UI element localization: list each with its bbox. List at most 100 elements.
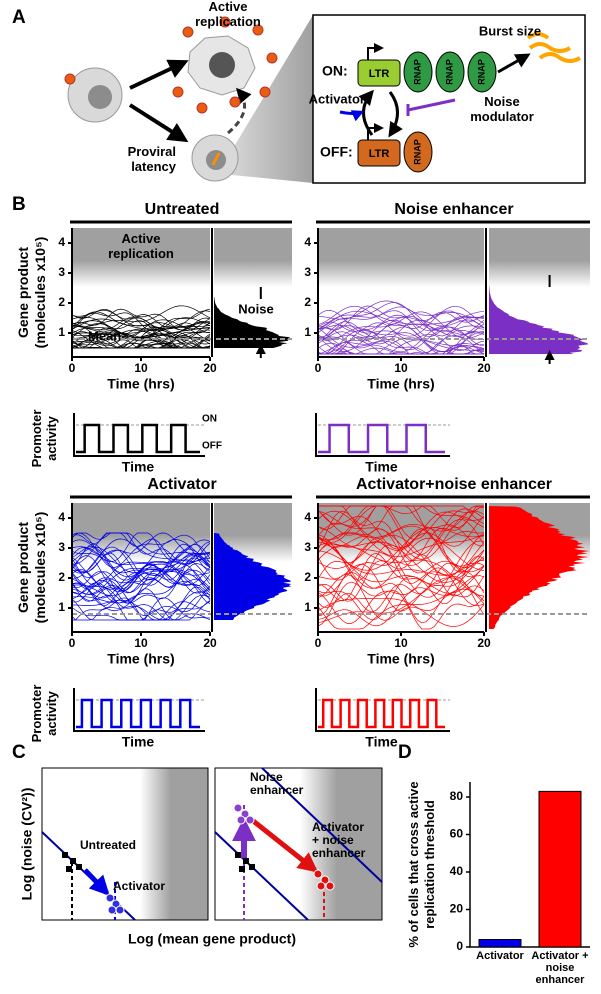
x-tick-label: 10 xyxy=(394,636,408,650)
label-line: Proviral xyxy=(128,144,176,159)
promoter-axes xyxy=(73,688,205,732)
label: Activator xyxy=(113,879,165,893)
trace xyxy=(317,519,485,566)
trace xyxy=(317,534,485,589)
annotation: Active replication xyxy=(108,231,174,261)
label-line: Noise xyxy=(250,770,283,784)
promoter-y-label-line: Promoter xyxy=(29,410,44,468)
x-tick-label: 20 xyxy=(203,636,217,650)
y-tick-label: 4 xyxy=(58,510,65,524)
trace xyxy=(71,538,211,574)
trace xyxy=(71,584,211,616)
x-tick-label: Activator + noise enhancer xyxy=(531,950,589,986)
trace xyxy=(317,575,485,621)
promoter-y-label-line: activity xyxy=(44,415,59,461)
label-line: modulator xyxy=(470,109,534,124)
chart-title: Noise enhancer xyxy=(394,201,513,218)
chart-title: Untreated xyxy=(145,201,220,218)
panel-label: D xyxy=(398,742,412,763)
trace xyxy=(71,532,211,562)
y-tick-label: 4 xyxy=(304,510,311,524)
trace xyxy=(317,597,485,627)
y-axis-label-line: (molecules x10⁵) xyxy=(32,512,48,624)
trace xyxy=(71,308,211,333)
panel-a-art xyxy=(64,14,586,184)
y-tick-label: 0 xyxy=(456,939,463,953)
histogram xyxy=(214,297,290,348)
trace xyxy=(317,510,485,560)
trace xyxy=(71,582,211,621)
y-tick-label: 20 xyxy=(450,902,464,916)
label: RNAP xyxy=(476,59,486,85)
x-tick-label: Activator xyxy=(476,950,524,962)
trace xyxy=(71,308,211,332)
trace xyxy=(71,546,211,586)
label: Proviral latency xyxy=(128,144,177,174)
promoter-trace xyxy=(318,698,445,729)
x-axis-label: Log (mean gene product) xyxy=(128,931,296,947)
trace xyxy=(317,511,485,551)
label-line: replication xyxy=(195,14,261,29)
promoter-trace xyxy=(76,698,200,729)
label-line: Active xyxy=(208,0,247,14)
y-axis-label-line: replication threshold xyxy=(422,800,437,929)
label: Untreated xyxy=(80,838,136,852)
panel-label: A xyxy=(12,7,26,28)
trace xyxy=(71,561,211,593)
trace xyxy=(317,542,485,594)
promoter-y-label: Promoteractivity xyxy=(29,410,59,468)
histogram xyxy=(489,506,590,629)
trace xyxy=(71,539,211,578)
off-label: OFF xyxy=(202,441,222,452)
trace xyxy=(71,565,211,606)
trace xyxy=(317,319,485,345)
y-axis-label: Gene product(molecules x10⁵) xyxy=(15,512,48,624)
trace xyxy=(71,329,211,349)
trace xyxy=(317,552,485,605)
x-axis-label: Time (hrs) xyxy=(107,376,174,392)
chart-title: Activator+noise enhancer xyxy=(356,476,552,493)
on-label: ON xyxy=(202,414,217,425)
replication-region xyxy=(72,228,210,287)
x-axis-label: Time (hrs) xyxy=(107,651,174,667)
y-axis-label: Gene product(molecules x10⁵) xyxy=(15,237,48,349)
trace xyxy=(71,597,211,621)
replication-region xyxy=(489,228,590,287)
trace xyxy=(317,321,485,351)
label-line: enhancer xyxy=(250,783,304,797)
trace xyxy=(317,336,485,355)
trace xyxy=(71,569,211,604)
label: RNAP xyxy=(412,59,422,85)
y-tick-label: 2 xyxy=(304,295,311,309)
trace xyxy=(317,310,485,330)
y-tick-label: 3 xyxy=(304,540,311,554)
label-line: enhancer xyxy=(312,846,366,860)
trace xyxy=(317,505,485,556)
trace xyxy=(72,597,211,621)
label: Active replication xyxy=(195,0,261,29)
promoter-x-label: Time xyxy=(365,459,398,475)
trace xyxy=(71,532,211,565)
y-tick-label: 1 xyxy=(304,325,311,339)
y-axis-label-line: Gene product xyxy=(15,522,31,613)
trace xyxy=(71,571,211,604)
trace xyxy=(71,305,211,327)
y-tick-label: 3 xyxy=(58,540,65,554)
y-axis-label-line: (molecules x10⁵) xyxy=(32,237,48,349)
x-tick-label: 0 xyxy=(315,361,322,375)
trace xyxy=(71,552,211,588)
chart-title: Activator xyxy=(147,476,216,493)
x-axis-label: Time (hrs) xyxy=(367,651,434,667)
y-tick-label: 40 xyxy=(450,864,464,878)
trace xyxy=(317,302,485,330)
x-tick-label: 20 xyxy=(477,636,491,650)
trace xyxy=(317,540,485,598)
trace xyxy=(317,305,485,337)
trace xyxy=(71,331,210,349)
label: RNAP xyxy=(412,139,422,165)
label: Noise modulator xyxy=(470,94,534,124)
histogram xyxy=(489,285,589,354)
label: LTR xyxy=(369,148,390,160)
trace xyxy=(317,506,485,561)
